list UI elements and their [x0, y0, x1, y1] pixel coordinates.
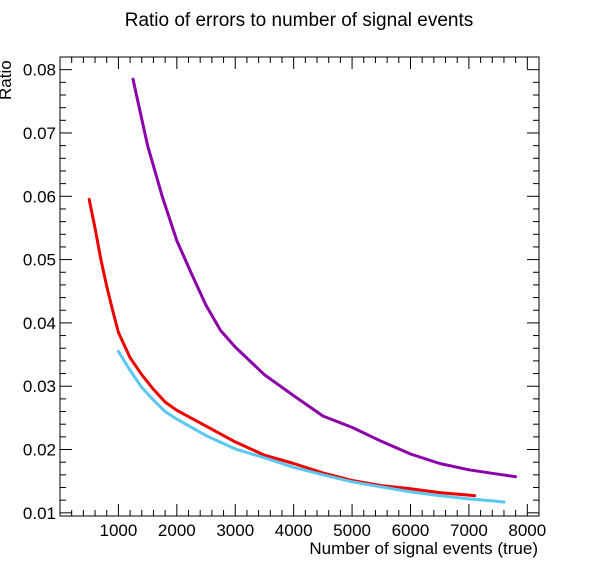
y-tick-label: 0.07: [23, 124, 56, 143]
x-tick-label: 2000: [158, 521, 196, 540]
x-tick-label: 1000: [100, 521, 138, 540]
y-tick-label: 0.08: [23, 61, 56, 80]
x-tick-label: 5000: [333, 521, 371, 540]
y-tick-label: 0.05: [23, 251, 56, 270]
y-axis-title: Ratio: [0, 60, 15, 100]
series-line-1: [131, 77, 518, 479]
plot-frame: [59, 56, 540, 517]
y-tick-label: 0.02: [23, 441, 56, 460]
axis-ticks: [60, 56, 539, 516]
y-tick-label: 0.03: [23, 377, 56, 396]
y-tick-label: 0.01: [23, 504, 56, 523]
tick-labels: 1000 2000 3000 4000 5000 6000 7000 8000 0.01 0.02…: [23, 61, 546, 540]
y-tick-label: 0.04: [23, 314, 56, 333]
chart-title: Ratio of errors to number of signal even…: [125, 10, 474, 31]
x-tick-label: 7000: [450, 521, 488, 540]
y-tick-label: 0.06: [23, 187, 56, 206]
x-tick-label: 3000: [216, 521, 254, 540]
x-axis-title: Number of signal events (true): [309, 539, 538, 558]
series-lines: [87, 77, 518, 504]
x-tick-label: 8000: [508, 521, 546, 540]
x-tick-label: 4000: [275, 521, 313, 540]
series-line-3: [116, 349, 506, 504]
x-tick-label: 6000: [392, 521, 430, 540]
series-line-2: [87, 197, 477, 498]
